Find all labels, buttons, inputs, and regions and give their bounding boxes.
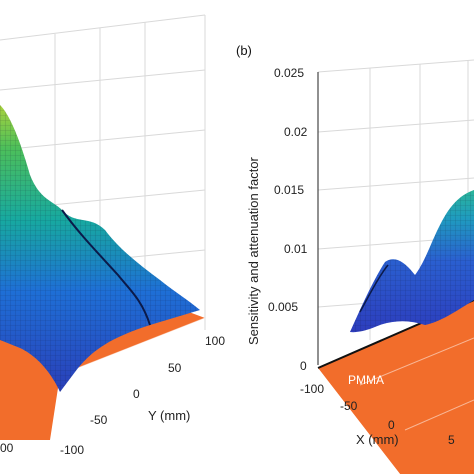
panel-a-y-tick: 50 (168, 361, 182, 375)
panel-b-x-tick: 0 (388, 418, 395, 432)
panel-a-base-front (0, 330, 60, 440)
panel-b-x-ticks: -100 -50 0 5 (300, 382, 455, 447)
panel-a-base-gridline (59, 317, 206, 376)
panel-a-y-tick: 0 (133, 387, 140, 401)
panel-b-x-axis-title: X (mm) (356, 432, 399, 447)
panel-b-label: (b) (236, 43, 252, 58)
panel-a-y-ticks: 100 50 0 -50 -100 (60, 334, 225, 457)
panel-b-z-tick: 0.025 (274, 66, 304, 80)
panel-b-z-tick: 0.02 (284, 125, 308, 139)
panel-b-pmma-annotation: PMMA (348, 373, 384, 387)
panel-b-base-gap (318, 368, 400, 474)
panel-a-y-tick: 100 (205, 334, 225, 348)
panel-b-surface-mesh (350, 190, 474, 333)
panel-a-ridge (61, 209, 151, 326)
panel-b-x-tick-fragment: 5 (448, 433, 455, 447)
panel-b-base-gridline (404, 399, 474, 431)
panel-b-ridge (359, 264, 389, 313)
panel-a-x-tick-fragment: 00 (0, 441, 14, 455)
panel-a-surface-mesh (0, 105, 200, 392)
panel-b-base-gridline (359, 337, 474, 386)
panel-b-base-plane (318, 300, 474, 474)
panel-b-z-tick: 0.005 (268, 300, 298, 314)
panel-a: 100 50 0 -50 -100 Y (mm) 00 (0, 14, 225, 457)
panel-b-z-axis-title: Sensitivity and attenuation factor (246, 156, 261, 345)
panel-a-y-axis-title: Y (mm) (148, 408, 190, 423)
panel-b: (b) 0.025 0.02 0.015 0.01 0.005 0 Sensit… (236, 43, 474, 474)
panel-a-y-tick: -50 (90, 413, 108, 427)
panel-b-z-tick: 0.015 (274, 183, 304, 197)
panel-b-x-tick: -100 (300, 382, 324, 396)
panel-a-y-tick: -100 (60, 443, 84, 457)
panel-b-z-tick: 0 (300, 359, 307, 373)
panel-b-z-tick: 0.01 (284, 242, 308, 256)
panel-b-z-ticks: 0.025 0.02 0.015 0.01 0.005 0 (268, 66, 308, 373)
panel-b-x-tick: -50 (340, 399, 358, 413)
